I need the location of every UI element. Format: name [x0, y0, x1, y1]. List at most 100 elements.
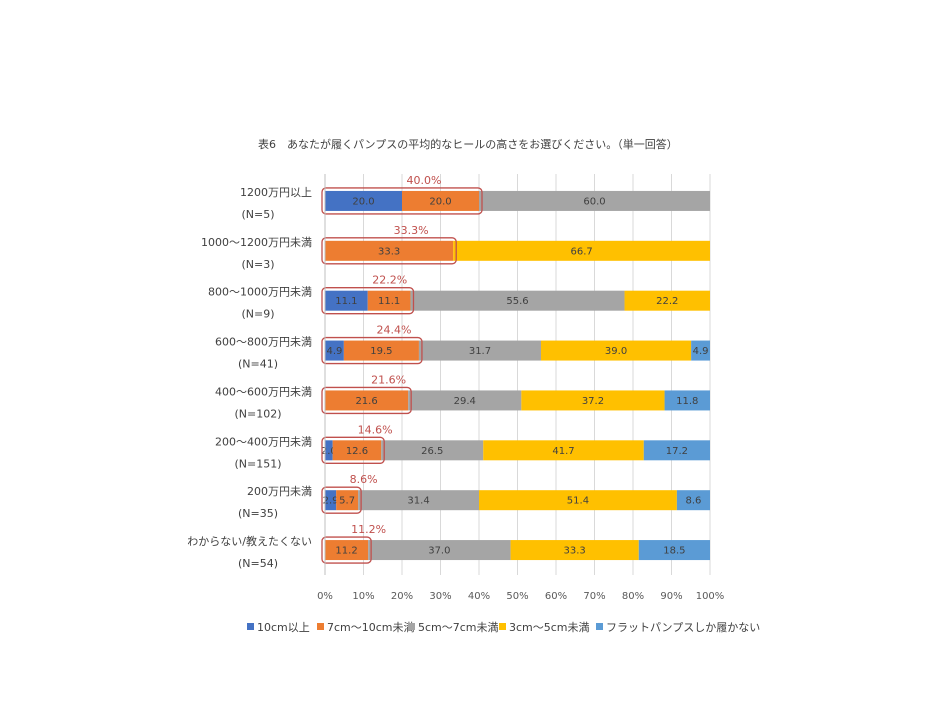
category-n-label: (N=35): [238, 507, 278, 520]
data-label: 37.0: [428, 546, 450, 557]
highlight-box: [321, 386, 412, 415]
category-n-label: (N=102): [234, 407, 281, 420]
annotation-label: 40.0%: [407, 174, 442, 187]
data-label: 33.3: [564, 546, 586, 557]
category-label: 200～400万円未満: [215, 435, 312, 448]
legend-swatch: [247, 623, 254, 630]
annotation-label: 21.6%: [371, 373, 406, 386]
highlight-box: [321, 187, 483, 215]
data-label: 37.2: [582, 396, 604, 407]
data-label: 55.6: [506, 296, 528, 307]
data-label: 20.0: [429, 196, 451, 207]
category-n-label: (N=3): [241, 258, 274, 271]
category-label: 400～600万円未満: [215, 385, 312, 398]
legend-label: 10cm以上: [257, 621, 310, 634]
category-n-label: (N=9): [241, 308, 274, 321]
data-label: 4.9: [693, 346, 709, 357]
bar-segment: [368, 540, 511, 561]
legend-swatch: [317, 623, 324, 630]
chart-title: 表6 あなたが履くパンプスの平均的なヒールの高さをお選びください。（単一回答）: [258, 138, 678, 151]
x-tick-label: 30%: [429, 591, 451, 602]
data-label: 11.2: [335, 546, 357, 557]
bar-segment: [325, 390, 409, 411]
bar-segment: [402, 190, 479, 211]
bar-segment: [643, 440, 710, 461]
bar-segment: [453, 240, 710, 261]
data-label: 26.5: [421, 446, 443, 457]
data-label: 20.0: [352, 196, 374, 207]
legend-swatch: [499, 623, 506, 630]
highlight-box: [321, 287, 415, 315]
x-tick-label: 50%: [506, 591, 528, 602]
data-label: 2.9: [323, 496, 339, 507]
bar-segment: [408, 390, 522, 411]
bar-segment: [325, 190, 402, 211]
data-label: 31.7: [469, 346, 491, 357]
highlight-box: [321, 436, 385, 464]
bar-segment: [418, 340, 541, 361]
category-label: 1200万円以上: [240, 186, 312, 199]
category-label: 800～1000万円未満: [208, 286, 312, 299]
bar-segment: [479, 490, 677, 511]
data-label: 12.6: [346, 446, 368, 457]
highlight-box: [321, 536, 372, 564]
highlight-box: [321, 336, 423, 365]
bar-segment: [325, 440, 333, 461]
bar-segment: [343, 340, 419, 361]
legend-label: 5cm～7cm未満: [418, 621, 499, 634]
bar-segment: [410, 290, 625, 311]
bar-segment: [540, 340, 692, 361]
data-label: 31.4: [407, 496, 429, 507]
data-label: 66.7: [570, 246, 592, 257]
bar-segment: [521, 390, 665, 411]
x-tick-label: 60%: [545, 591, 567, 602]
annotation-label: 11.2%: [351, 523, 386, 536]
bar-segment: [483, 440, 644, 461]
data-label: 51.4: [567, 496, 589, 507]
category-n-label: (N=5): [241, 208, 274, 221]
bar-segment: [325, 290, 368, 311]
bar-segment: [332, 440, 382, 461]
bar-segment: [676, 490, 710, 511]
data-label: 60.0: [583, 196, 605, 207]
legend-label: 3cm～5cm未満: [509, 621, 590, 634]
data-label: 4.9: [326, 346, 342, 357]
data-label: 11.8: [676, 396, 698, 407]
x-tick-label: 80%: [622, 591, 644, 602]
annotation-label: 14.6%: [358, 423, 393, 436]
bar-segment: [367, 290, 411, 311]
category-label: 1000～1200万円未満: [201, 236, 312, 249]
category-n-label: (N=151): [234, 457, 281, 470]
x-tick-label: 0%: [317, 591, 333, 602]
x-tick-label: 10%: [352, 591, 374, 602]
data-label: 19.5: [370, 346, 392, 357]
data-label: 18.5: [663, 546, 685, 557]
data-label: 11.1: [378, 296, 400, 307]
category-n-label: (N=41): [238, 358, 278, 371]
bar-segment: [638, 540, 710, 561]
annotation-label: 33.3%: [394, 224, 429, 237]
highlight-box: [321, 237, 457, 265]
legend-swatch: [408, 623, 415, 630]
bar-segment: [624, 290, 710, 311]
annotation-label: 24.4%: [376, 324, 411, 337]
bar-segment: [358, 490, 479, 511]
data-label: 33.3: [378, 246, 400, 257]
legend-label: フラットパンプスしか履かない: [606, 621, 760, 634]
data-label: 21.6: [355, 396, 377, 407]
x-tick-label: 70%: [583, 591, 605, 602]
bar-segment: [325, 340, 344, 361]
category-label: 200万円未満: [247, 485, 312, 498]
bar-segment: [510, 540, 639, 561]
data-label: 8.6: [685, 496, 701, 507]
legend-swatch: [596, 623, 603, 630]
data-label: 39.0: [605, 346, 627, 357]
bar-segment: [664, 390, 710, 411]
data-label: 2.0: [321, 446, 337, 457]
bar-segment: [325, 490, 337, 511]
bar-segment: [479, 190, 710, 211]
x-tick-label: 100%: [696, 591, 725, 602]
data-label: 29.4: [454, 396, 476, 407]
